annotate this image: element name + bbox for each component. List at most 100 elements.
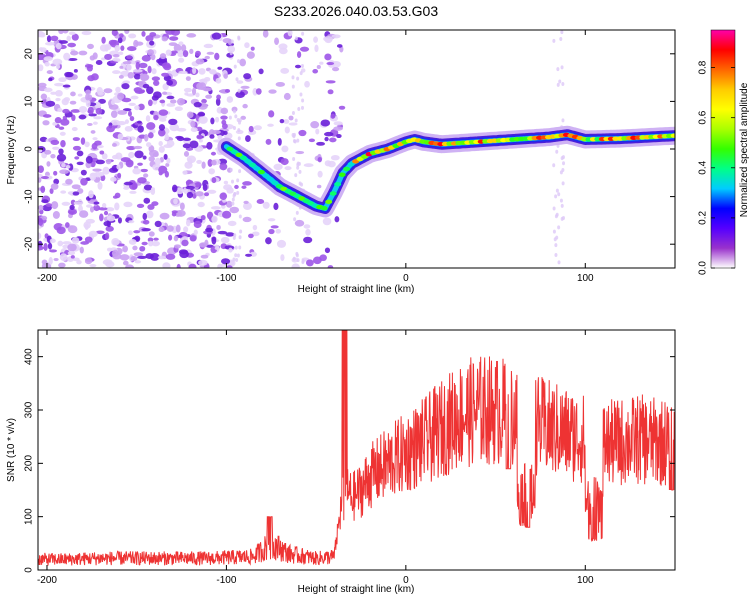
spectrogram-noise-blob bbox=[70, 109, 81, 113]
spectrogram-noise-blob bbox=[67, 243, 77, 252]
spectrogram-noise-blob bbox=[205, 94, 213, 99]
spectrogram-noise-blob bbox=[287, 30, 293, 37]
spectrogram-noise-blob bbox=[219, 192, 228, 201]
spectrogram-noise-blob bbox=[51, 201, 59, 210]
spectrogram-noise-blob bbox=[298, 169, 302, 174]
spectrogram-xtick-label: 0 bbox=[403, 273, 409, 284]
spectrogram-noise-blob bbox=[165, 162, 170, 167]
spectrogram-noise-blob bbox=[229, 206, 240, 214]
spectrogram-noise-blob bbox=[195, 92, 200, 98]
spectrogram-noise-blob bbox=[85, 156, 93, 164]
spectrogram-noise-blob bbox=[80, 177, 88, 186]
spectrogram-noise-blob bbox=[233, 191, 237, 196]
spectrogram-noise-blob bbox=[95, 230, 105, 235]
spectrogram-noise-blob bbox=[92, 137, 98, 141]
spectrogram-noise-blob bbox=[202, 183, 208, 192]
spectrogram-noise-blob bbox=[89, 206, 95, 213]
spectrogram-noise-blob bbox=[226, 265, 233, 268]
spectrogram-noise-blob bbox=[92, 168, 102, 172]
spectrogram-noise-blob bbox=[143, 197, 151, 204]
spectrogram-noise-blob bbox=[262, 30, 269, 38]
spectrogram-noise-blob bbox=[56, 226, 66, 235]
spectrogram-noise-blob bbox=[173, 43, 182, 52]
spectrogram-noise-blob bbox=[44, 171, 50, 177]
spectrogram-noise-blob bbox=[326, 61, 335, 66]
spectrogram-noise-blob bbox=[336, 134, 342, 139]
spectrogram-noise-blob bbox=[136, 120, 142, 124]
spectrogram-noise-blob bbox=[206, 51, 215, 55]
spectrogram-noise-blob bbox=[40, 176, 49, 180]
spectrogram-noise-blob bbox=[166, 225, 174, 232]
snr-ytick-label: 100 bbox=[24, 508, 35, 525]
spectrogram-noise-blob bbox=[162, 262, 171, 268]
spectrogram-noise-blob bbox=[42, 120, 50, 126]
spectrogram-noise-blob bbox=[223, 130, 228, 136]
spectrogram-noise-blob bbox=[178, 41, 184, 46]
spectrogram-noise-blob bbox=[562, 161, 566, 166]
spectrogram-noise-blob bbox=[135, 61, 140, 70]
spectrogram-noise-blob bbox=[62, 84, 71, 88]
spectrogram-noise-blob bbox=[280, 254, 285, 262]
spectrogram-noise-blob bbox=[57, 240, 64, 247]
spectrogram-noise-blob bbox=[138, 62, 148, 69]
spectrogram-noise-blob bbox=[133, 87, 143, 93]
spectrogram-noise-blob bbox=[102, 259, 113, 266]
spectrogram-noise-blob bbox=[238, 214, 242, 219]
spectrogram-noise-blob bbox=[123, 181, 133, 186]
spectrogram-noise-blob bbox=[78, 50, 88, 56]
spectrogram-noise-blob bbox=[153, 80, 160, 86]
spectrogram-noise-blob bbox=[78, 105, 88, 114]
spectrogram-noise-blob bbox=[301, 31, 305, 36]
spectrogram-noise-blob bbox=[292, 256, 296, 261]
spectrogram-noise-blob bbox=[111, 154, 119, 160]
spectrogram-noise-blob bbox=[173, 244, 181, 249]
spectrogram-noise-blob bbox=[105, 225, 114, 232]
snr-axes: -200 -100 0 100 0 100 200 300 400 bbox=[24, 330, 675, 586]
spectrogram-ylabel: Frequency (Hz) bbox=[6, 116, 17, 185]
spectrogram-noise-blob bbox=[179, 250, 189, 259]
spectrogram-noise-blob bbox=[39, 209, 44, 215]
spectrogram-noise-blob bbox=[265, 138, 272, 145]
spectrogram-noise-blob bbox=[236, 190, 240, 195]
spectrogram-noise-blob bbox=[67, 208, 78, 215]
spectrogram-noise-blob bbox=[273, 163, 283, 171]
spectrogram-noise-blob bbox=[143, 134, 149, 142]
spectrogram-noise-blob bbox=[77, 93, 83, 97]
spectrogram-noise-blob bbox=[338, 105, 346, 110]
spectrogram-noise-blob bbox=[211, 236, 217, 245]
spectrogram-noise-blob bbox=[50, 153, 56, 159]
spectrogram-noise-blob bbox=[53, 257, 59, 262]
spectrogram-noise-blob bbox=[157, 128, 166, 137]
spectrogram-noise-blob bbox=[152, 152, 159, 158]
spectrogram-noise-blob bbox=[262, 201, 270, 209]
spectrogram-noise-blob bbox=[110, 110, 118, 118]
spectrogram-noise-blob bbox=[313, 36, 319, 43]
spectrogram-signal-track bbox=[217, 125, 675, 218]
spectrogram-noise-blob bbox=[193, 101, 202, 108]
spectrogram-noise-blob bbox=[104, 53, 113, 61]
spectrogram-noise-blob bbox=[304, 80, 310, 88]
spectrogram-noise-blob bbox=[95, 159, 105, 165]
spectrogram-noise-blob bbox=[102, 166, 110, 175]
colorbar-tick-label: 0.0 bbox=[698, 261, 709, 275]
spectrogram-noise-blob bbox=[220, 263, 226, 268]
spectrogram-noise-blob bbox=[273, 202, 279, 211]
spectrogram-noise bbox=[38, 30, 566, 268]
signal-hotspot bbox=[239, 155, 247, 161]
spectrogram-noise-blob bbox=[178, 57, 185, 63]
spectrogram-noise-blob bbox=[242, 202, 252, 211]
spectrogram-noise-blob bbox=[84, 64, 94, 68]
spectrogram-noise-blob bbox=[280, 158, 289, 166]
spectrogram-noise-blob bbox=[557, 192, 561, 197]
spectrogram-noise-blob bbox=[142, 219, 150, 225]
spectrogram-noise-blob bbox=[120, 45, 125, 51]
spectrogram-noise-blob bbox=[231, 201, 235, 206]
spectrogram-noise-blob bbox=[236, 178, 240, 183]
spectrogram-noise-blob bbox=[280, 67, 290, 74]
spectrogram-noise-blob bbox=[68, 163, 74, 171]
spectrogram-noise-blob bbox=[83, 221, 91, 229]
spectrogram-noise-blob bbox=[76, 260, 82, 265]
colorbar-tick-label: 0.4 bbox=[698, 160, 709, 174]
spectrogram-noise-blob bbox=[85, 89, 92, 95]
spectrogram-noise-blob bbox=[198, 115, 208, 124]
